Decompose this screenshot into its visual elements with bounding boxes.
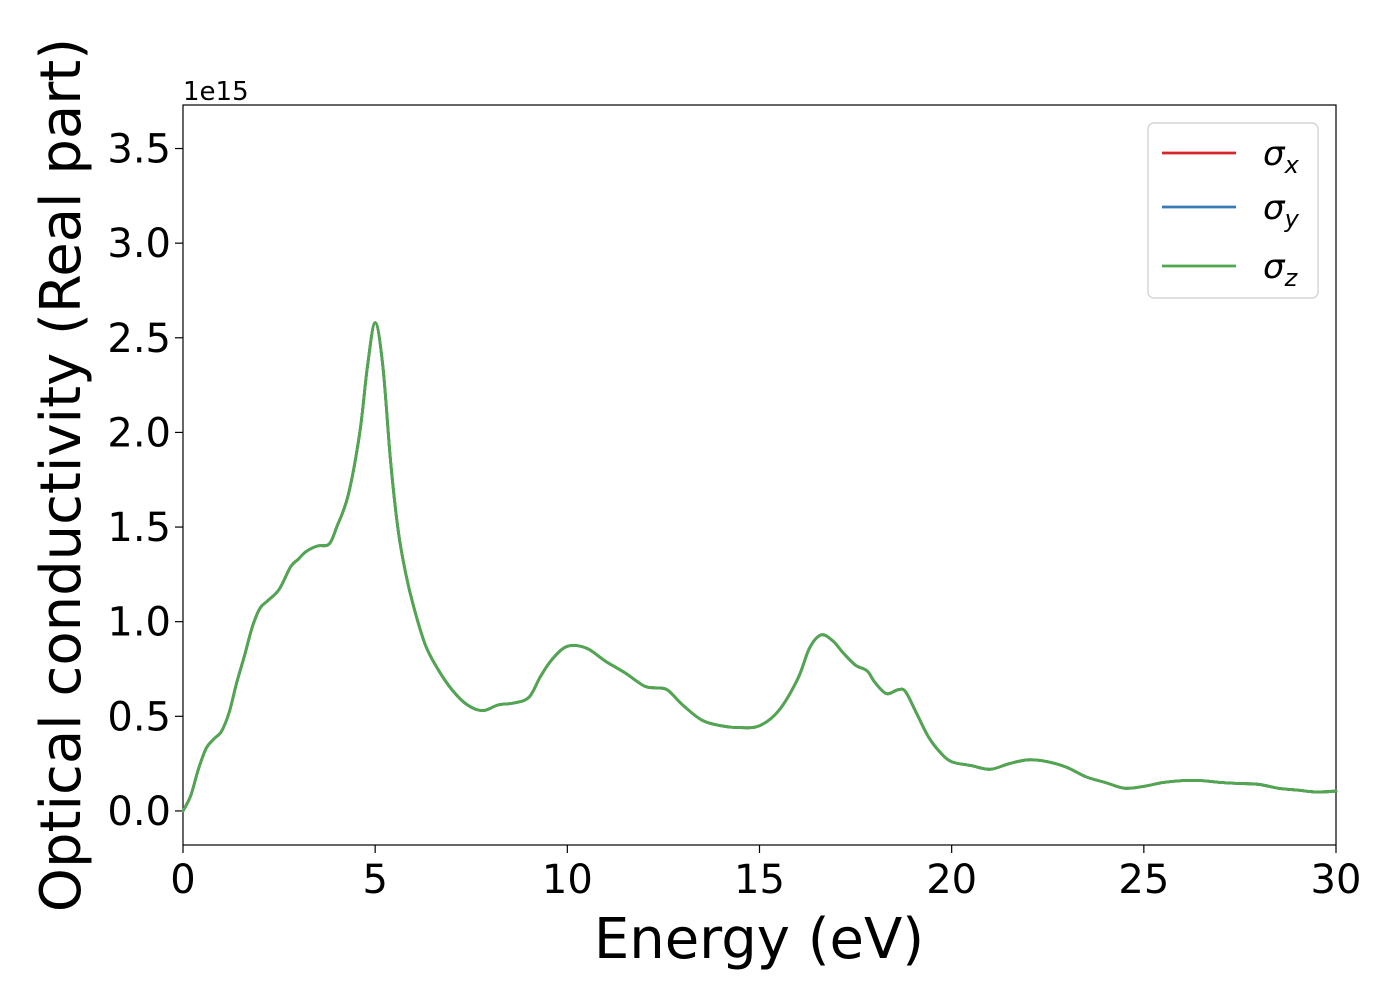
y-tick-label: 1.5 xyxy=(107,505,171,551)
y-tick-label: 3.5 xyxy=(107,127,171,173)
y-offset-label: 1e15 xyxy=(183,77,249,107)
x-tick-label: 25 xyxy=(1118,857,1169,903)
legend-entry-sigma-z: σz xyxy=(1162,247,1299,292)
y-axis-ticks: 0.0 0.5 1.0 1.5 2.0 2.5 3.0 3.5 xyxy=(107,127,183,835)
y-tick-label: 0.5 xyxy=(107,694,171,740)
legend-entry-sigma-y: σy xyxy=(1162,188,1300,233)
legend-entry-sigma-x: σx xyxy=(1162,134,1300,179)
y-tick-label: 0.0 xyxy=(107,789,171,835)
y-tick-label: 1.0 xyxy=(107,600,171,646)
y-tick-label: 3.0 xyxy=(107,221,171,267)
x-axis-ticks: 0 5 10 15 20 25 30 xyxy=(170,845,1361,903)
series-lines xyxy=(181,321,1338,813)
legend-label: σx xyxy=(1263,134,1300,179)
x-axis-label: Energy (eV) xyxy=(594,907,924,972)
legend-label: σz xyxy=(1263,247,1299,292)
plot-area xyxy=(182,104,1337,846)
y-axis-label: Optical conductivity (Real part) xyxy=(29,38,94,912)
x-tick-label: 0 xyxy=(170,857,195,903)
x-tick-label: 15 xyxy=(734,857,785,903)
y-tick-label: 2.0 xyxy=(107,410,171,456)
x-tick-label: 20 xyxy=(926,857,977,903)
y-tick-label: 2.5 xyxy=(107,316,171,362)
legend-box xyxy=(1147,122,1319,299)
x-tick-label: 5 xyxy=(362,857,387,903)
x-tick-label: 30 xyxy=(1311,857,1362,903)
legend-label: σy xyxy=(1263,188,1300,233)
series-line-sigma-z xyxy=(181,321,1338,813)
x-tick-label: 10 xyxy=(542,857,593,903)
legend: σx σy σz xyxy=(1147,122,1319,299)
